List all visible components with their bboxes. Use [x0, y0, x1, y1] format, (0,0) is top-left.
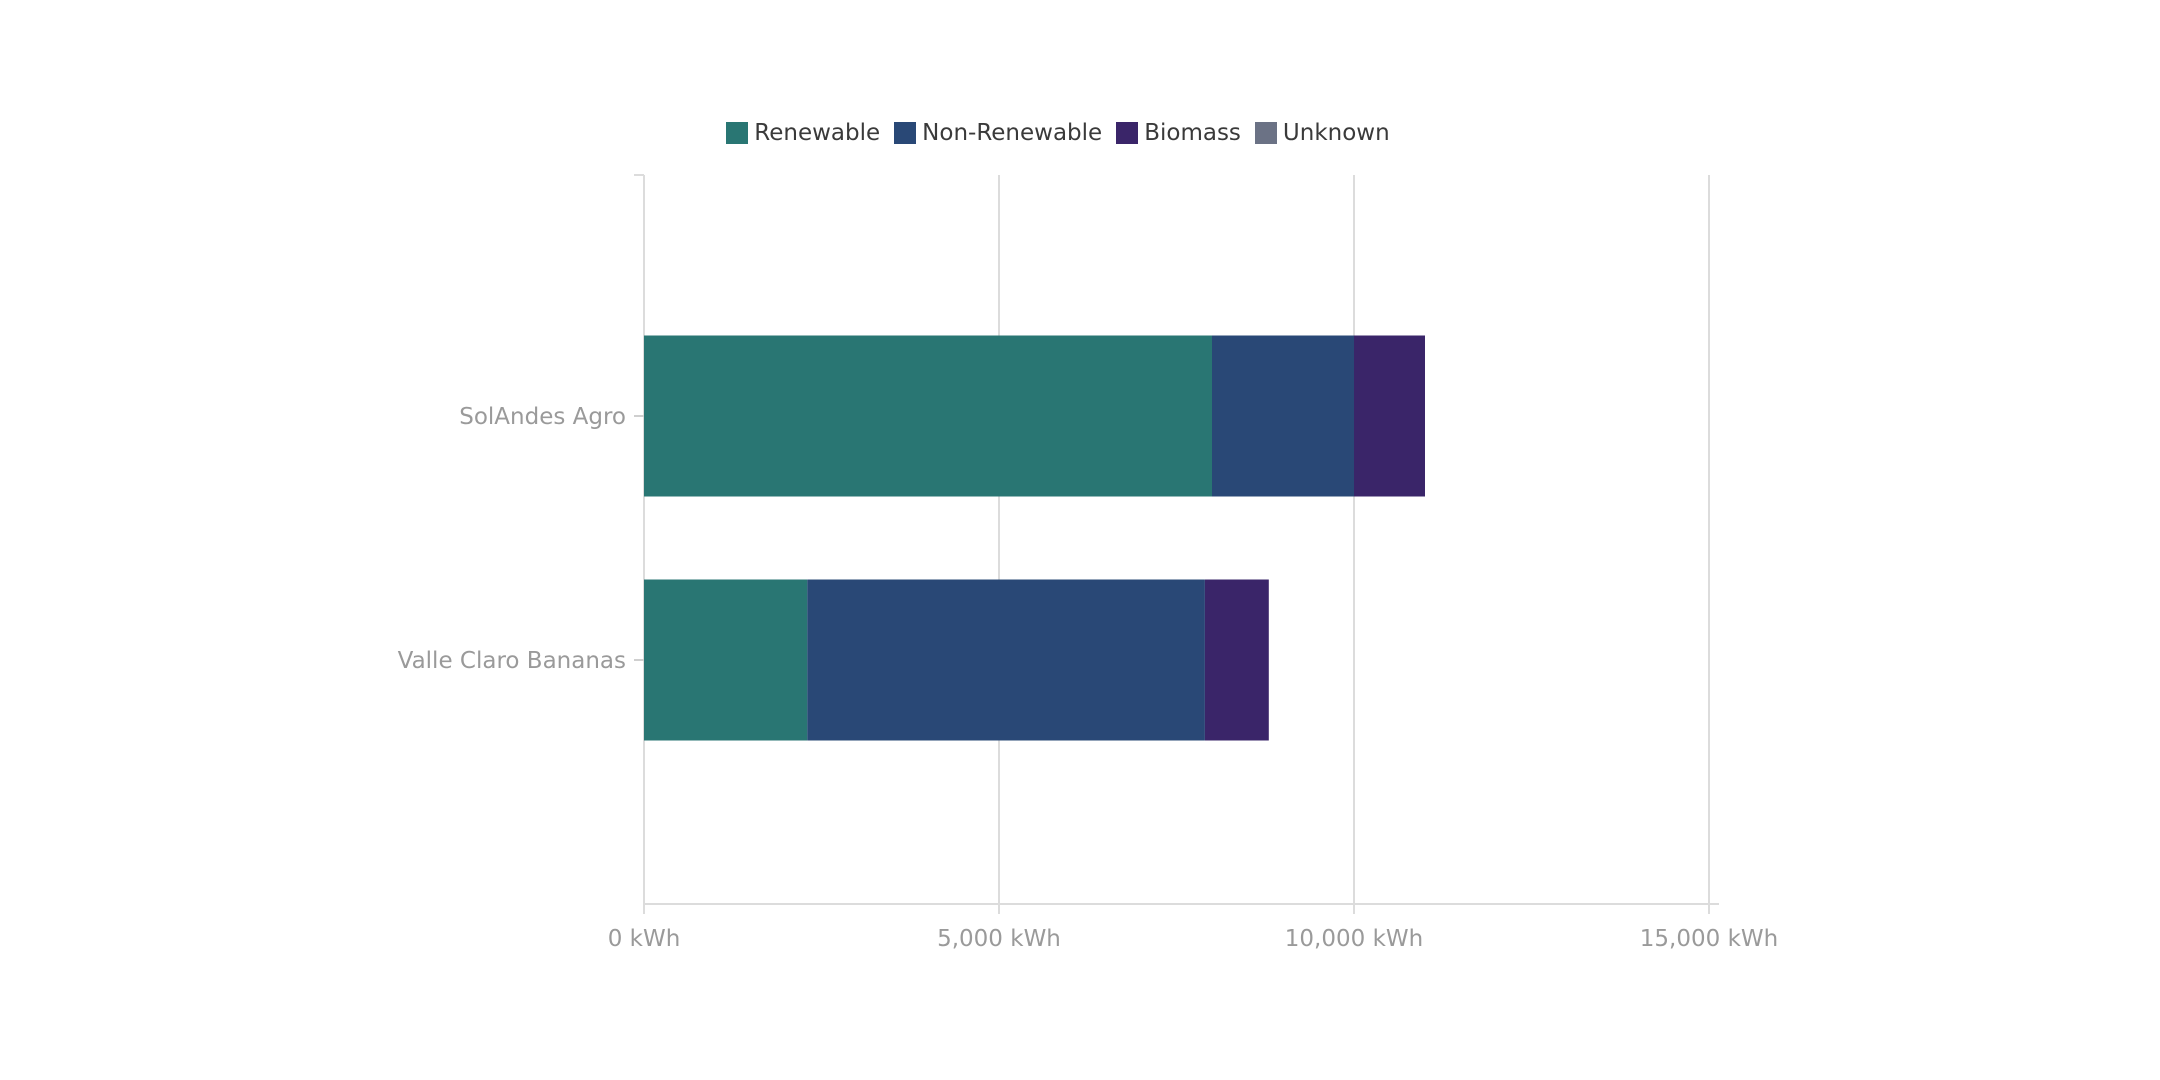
- x-tick-label: 0 kWh: [608, 926, 681, 952]
- legend-label: Unknown: [1282, 120, 1390, 146]
- y-tick-label: Valle Claro Bananas: [398, 648, 626, 674]
- bar-segment-biomass: [1204, 579, 1269, 741]
- bar-segment-renewable: [644, 335, 1212, 497]
- bar-segment-non-renewable: [807, 579, 1205, 741]
- legend-item[interactable]: Renewable: [726, 120, 880, 146]
- y-tick-label: SolAndes Agro: [459, 404, 626, 430]
- legend: Renewable Non-Renewable Biomass Unknown: [0, 120, 2116, 146]
- x-tick-label: 15,000 kWh: [1640, 926, 1778, 952]
- legend-label: Biomass: [1144, 120, 1241, 146]
- bar-segment-biomass: [1354, 335, 1425, 497]
- bar-segment-renewable: [644, 579, 808, 741]
- legend-swatch: [894, 122, 917, 144]
- legend-swatch: [1116, 122, 1139, 144]
- legend-label: Renewable: [754, 120, 881, 146]
- legend-item[interactable]: Biomass: [1116, 120, 1241, 146]
- bar-segment-non-renewable: [1212, 335, 1354, 497]
- legend-swatch: [1254, 122, 1277, 144]
- legend-item[interactable]: Non-Renewable: [894, 120, 1102, 146]
- legend-item[interactable]: Unknown: [1254, 120, 1390, 146]
- x-tick-label: 5,000 kWh: [937, 926, 1061, 952]
- legend-label: Non-Renewable: [922, 120, 1103, 146]
- x-tick-label: 10,000 kWh: [1285, 926, 1423, 952]
- legend-swatch: [726, 122, 749, 144]
